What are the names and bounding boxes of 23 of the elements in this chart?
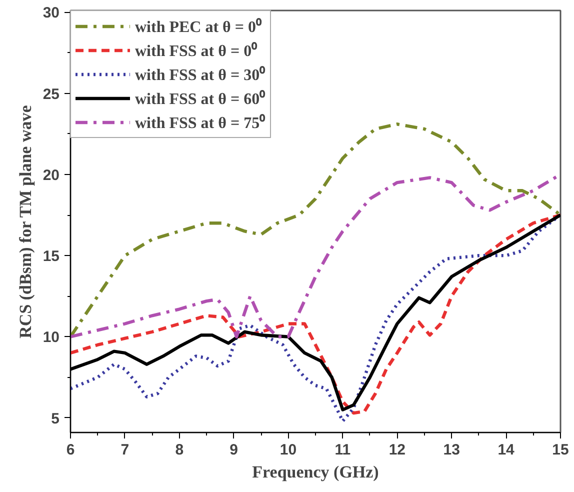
x-tick-label: 14 — [498, 442, 516, 458]
y-tick-label: 30 — [42, 4, 60, 22]
y-tick-label: 15 — [42, 248, 60, 266]
x-tick-label: 6 — [66, 442, 75, 458]
x-tick-label: 12 — [388, 442, 406, 458]
y-tick-label: 20 — [42, 166, 60, 184]
y-tick-label: 25 — [42, 86, 60, 103]
x-tick-label: 9 — [230, 442, 238, 458]
x-axis-title: Frequency (GHz) — [252, 462, 379, 482]
legend-label: with FSS at θ = 0⁰ — [135, 41, 258, 61]
legend-label: with PEC at θ = 0⁰ — [135, 17, 262, 37]
legend-label: with FSS at θ = 75⁰ — [135, 113, 266, 133]
y-tick-label: 5 — [51, 410, 60, 428]
y-tick-label: 10 — [42, 329, 60, 346]
x-tick-label: 11 — [334, 442, 351, 458]
x-tick-label: 10 — [280, 442, 297, 458]
legend-label: with FSS at θ = 30⁰ — [135, 65, 266, 85]
legend-label: with FSS at θ = 60⁰ — [135, 89, 266, 109]
x-tick-label: 8 — [175, 442, 184, 458]
y-axis-title: RCS (dBsm) for TM plane wave — [16, 104, 35, 338]
x-tick-label: 7 — [120, 442, 130, 458]
x-tick-label: 13 — [443, 442, 460, 458]
x-tick-label: 15 — [552, 442, 569, 458]
